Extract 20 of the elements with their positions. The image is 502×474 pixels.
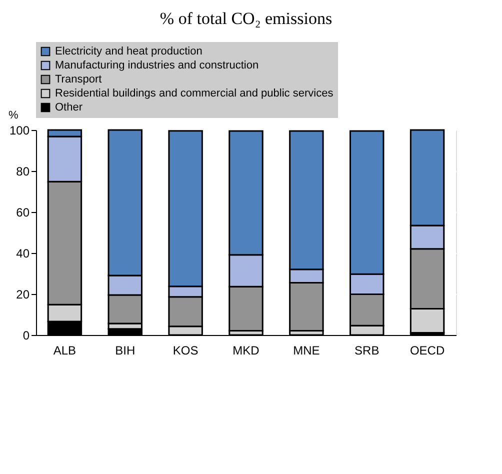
chart-title: % of total CO₂ emissions [160, 9, 332, 28]
x-tick-label: ALB [53, 344, 76, 358]
legend-label: Residential buildings and commercial and public services [55, 88, 334, 100]
x-tick-label: SRB [354, 344, 380, 358]
y-tick-label: 60 [16, 206, 30, 220]
x-tick-label: OECD [410, 344, 445, 358]
y-tick-label: 80 [16, 164, 30, 178]
x-tick-label: MNE [293, 344, 320, 358]
legend-label: Other [55, 102, 83, 114]
y-tick-label: 100 [9, 124, 30, 138]
legend-label: Electricity and heat production [55, 46, 202, 58]
y-tick-label: 40 [16, 246, 30, 260]
y-tick-label: 0 [22, 328, 30, 342]
x-tick-label: KOS [172, 344, 198, 358]
x-tick-label: BIH [115, 344, 136, 358]
legend-label: Transport [55, 74, 102, 86]
legend-label: Manufacturing industries and construction [55, 60, 259, 72]
y-axis-title: % [8, 110, 18, 122]
y-tick-label: 20 [16, 288, 30, 302]
x-tick-label: MKD [232, 344, 260, 358]
